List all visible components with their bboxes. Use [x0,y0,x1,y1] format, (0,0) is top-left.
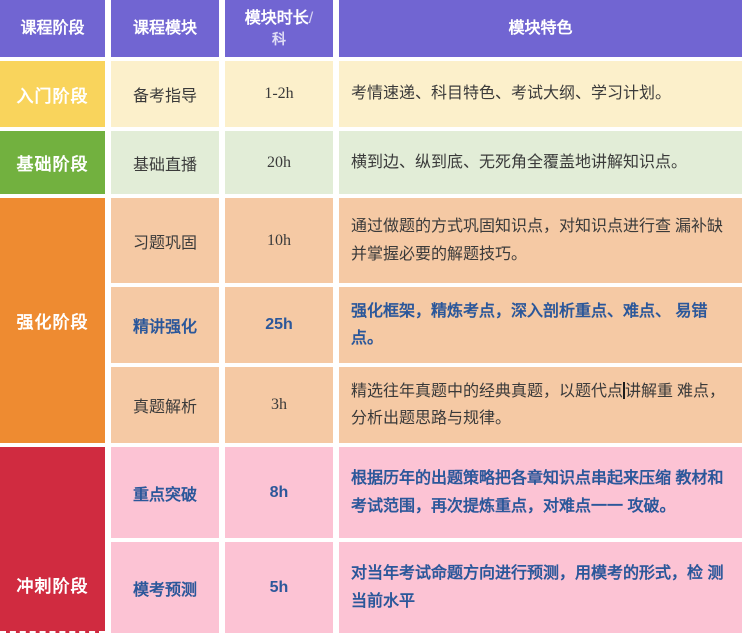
module-name: 精讲强化 [132,319,197,336]
module-cell-intensive-lecture[interactable]: 精讲强化 [111,287,219,363]
feature-cell-intensive-lecture[interactable]: 强化框架，精炼考点，深入剖析重点、难点、 易错点。 [339,287,742,363]
duration-value: 10h [267,231,291,249]
header-features-label: 模块特色 [508,19,573,37]
duration-value: 5h [269,578,289,596]
module-name: 真题解析 [132,399,197,416]
duration-slash: / [308,9,314,27]
feature-text: 考情速递、科目特色、考试大纲、学习计划。 [351,85,672,103]
module-name: 基础直播 [132,156,197,174]
module-cell-key-point-breakthrough[interactable]: 重点突破 [111,447,219,538]
feature-text: 横到边、纵到底、无死角全覆盖地讲解知识点。 [351,153,688,171]
duration-value: 25h [265,316,293,333]
feature-cell-past-paper-analysis[interactable]: 精选往年真题中的经典真题，以题代点 讲解重 难点，分析出题思路与规律。 [339,367,742,443]
module-cell-past-paper-analysis[interactable]: 真题解析 [111,367,219,443]
header-cell-module[interactable]: 课程模块 [111,0,219,57]
module-cell-basic-live[interactable]: 基础直播 [111,131,219,194]
duration-cell-key-point-breakthrough[interactable]: 8h [225,447,333,538]
feature-cell-basic-live[interactable]: 横到边、纵到底、无死角全覆盖地讲解知识点。 [339,131,742,194]
header-stage-label: 课程阶段 [20,19,85,37]
header-cell-features[interactable]: 模块特色 [339,0,742,57]
stage-cell-intro[interactable]: 入门阶段 [0,61,105,127]
module-name: 重点突破 [132,486,197,504]
feature-cell-exam-prep-guide[interactable]: 考情速递、科目特色、考试大纲、学习计划。 [339,61,742,127]
stage-cell-intensive[interactable]: 强化阶段 [0,198,105,443]
duration-cell-intensive-lecture[interactable]: 25h [225,287,333,363]
duration-cell-mock-exam-prediction[interactable]: 5h [225,542,333,633]
stage-cell-basic[interactable]: 基础阶段 [0,131,105,194]
duration-value: 3h [271,396,287,413]
header-duration-line2: 科 [272,30,286,47]
stage-intro-label: 入门阶段 [16,86,89,106]
feature-text: 通过做题的方式巩固知识点，对知识点进行查 漏补缺并掌握必要的解题技巧。 [351,218,724,263]
module-name: 习题巩固 [132,234,197,252]
module-cell-exam-prep-guide[interactable]: 备考指导 [111,61,219,127]
header-module-label: 课程模块 [132,19,197,37]
duration-cell-past-paper-analysis[interactable]: 3h [225,367,333,443]
module-name: 备考指导 [132,88,197,105]
feature-text: 精选往年真题中的经典真题，以题代点 讲解重 难点，分析出题思路与规律。 [351,381,726,427]
duration-cell-exam-prep-guide[interactable]: 1-2h [225,61,333,127]
duration-cell-exercise-consolidation[interactable]: 10h [225,198,333,283]
module-cell-exercise-consolidation[interactable]: 习题巩固 [111,198,219,283]
feature-text: 根据历年的出题策略把各章知识点串起来压缩 教材和考试范围，再次提炼重点，对难点一… [351,470,724,515]
feature-text: 对当年考试命题方向进行预测，用模考的形式，检 测当前水平 [351,565,724,610]
module-cell-mock-exam-prediction[interactable]: 模考预测 [111,542,219,633]
stage-basic-label: 基础阶段 [16,155,89,174]
module-name: 模考预测 [132,581,197,599]
duration-value: 20h [267,153,291,171]
feature-cell-mock-exam-prediction[interactable]: 对当年考试命题方向进行预测，用模考的形式，检 测当前水平 [339,542,742,633]
text-caret [623,381,626,399]
duration-cell-basic-live[interactable]: 20h [225,131,333,194]
feature-cell-exercise-consolidation[interactable]: 通过做题的方式巩固知识点，对知识点进行查 漏补缺并掌握必要的解题技巧。 [339,198,742,283]
duration-value: 1-2h [264,85,294,102]
header-cell-stage[interactable]: 课程阶段 [0,0,105,57]
header-duration-line1: 模块时长/ [244,9,314,27]
feature-text: 强化框架，精炼考点，深入剖析重点、难点、 易错点。 [351,302,708,347]
stage-intensive-label: 强化阶段 [16,313,89,332]
duration-value: 8h [269,483,289,501]
feature-cell-key-point-breakthrough[interactable]: 根据历年的出题策略把各章知识点串起来压缩 教材和考试范围，再次提炼重点，对难点一… [339,447,742,538]
stage-cell-sprint[interactable]: 冲刺阶段 [0,447,105,633]
header-cell-duration[interactable]: 模块时长/ 科 [225,0,333,57]
stage-sprint-label: 冲刺阶段 [16,576,89,596]
